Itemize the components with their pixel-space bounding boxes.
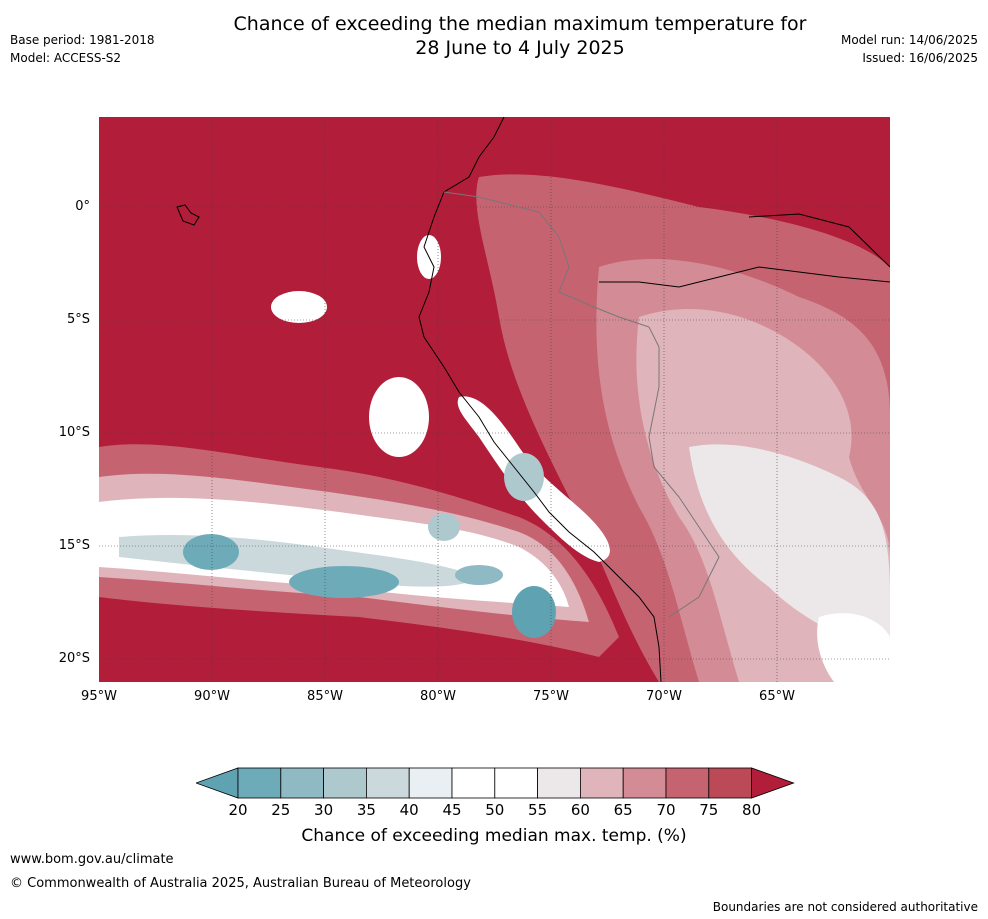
colorbar-tick-label: 20 [228, 801, 248, 819]
colorbar-arrow-high [751, 767, 795, 799]
colorbar-tick-label: 60 [570, 801, 590, 819]
colorbar-cells [196, 767, 795, 799]
meta-left: Base period: 1981-2018 Model: ACCESS-S2 [10, 31, 155, 67]
model-run-text: Model run: 14/06/2025 [840, 33, 978, 47]
colorbar-tick-label: 40 [399, 801, 419, 819]
lat-label-10s: 10°S [58, 425, 90, 440]
colorbar-label: Chance of exceeding median max. temp. (%… [301, 826, 687, 846]
lon-label-95w: 95°W [81, 689, 117, 704]
cool-spot-1 [183, 534, 239, 570]
colorbar-cell [665, 767, 710, 799]
footer-url: www.bom.gov.au/climate [10, 852, 174, 867]
gridlines [99, 117, 890, 682]
lat-label-20s: 20°S [58, 651, 90, 666]
colorbar-cell [408, 767, 453, 799]
colorbar-tick-label: 50 [485, 801, 505, 819]
colorbar [196, 767, 795, 799]
coastal-spot-3 [504, 453, 544, 501]
probability-map [99, 117, 890, 682]
river-amazon [599, 266, 890, 288]
colorbar-cell [451, 767, 496, 799]
colorbar-cell [579, 767, 624, 799]
base-period-text: Base period: 1981-2018 [10, 33, 155, 47]
lon-label-90w: 90°W [194, 689, 230, 704]
lat-label-0: 0° [75, 199, 90, 214]
cool-spot-5 [428, 513, 460, 541]
field-55-inland [689, 444, 890, 657]
coastal-spot-1 [369, 377, 429, 457]
model-text: Model: ACCESS-S2 [10, 51, 122, 65]
footer-note: Boundaries are not considered authoritat… [712, 900, 978, 914]
country-border-1 [443, 191, 720, 618]
lon-label-70w: 70°W [646, 689, 682, 704]
footer-copyright: © Commonwealth of Australia 2025, Austra… [10, 876, 471, 891]
colorbar-tick-label: 65 [613, 801, 633, 819]
title-line-1: Chance of exceeding the median maximum t… [233, 13, 807, 35]
colorbar-cell [622, 767, 667, 799]
cool-spot-4 [455, 565, 503, 585]
colorbar-tick-label: 75 [699, 801, 719, 819]
lon-label-80w: 80°W [420, 689, 456, 704]
colorbar-tick-label: 25 [271, 801, 291, 819]
colorbar-cell [365, 767, 410, 799]
colorbar-cell [494, 767, 538, 799]
meta-right: Model run: 14/06/2025 Issued: 16/06/2025 [841, 31, 978, 67]
title-line-2: 28 June to 4 July 2025 [415, 37, 625, 59]
colorbar-cell [708, 767, 752, 799]
colorbar-tick-label: 30 [314, 801, 334, 819]
lon-label-75w: 75°W [533, 689, 569, 704]
cool-spot-2 [289, 566, 399, 598]
galapagos-islands [176, 204, 200, 226]
lon-label-65w: 65°W [759, 689, 795, 704]
colorbar-tick-label: 45 [442, 801, 462, 819]
colorbar-cell [537, 767, 581, 799]
field-50-south [817, 613, 890, 682]
colorbar-cell [323, 767, 367, 799]
colorbar-tick-label: 55 [528, 801, 548, 819]
river-north [748, 213, 890, 268]
colorbar-arrow-low [196, 767, 239, 799]
colorbar-cell [280, 767, 325, 799]
colorbar-tick-label: 80 [742, 801, 762, 819]
issued-text: Issued: 16/06/2025 [862, 51, 978, 65]
colorbar-tick-label: 35 [356, 801, 376, 819]
lat-label-5s: 5°S [66, 312, 90, 327]
colorbar-tick-label: 70 [656, 801, 676, 819]
chart-title: Chance of exceeding the median maximum t… [160, 12, 880, 60]
offshore-spot [271, 291, 327, 323]
lon-label-85w: 85°W [307, 689, 343, 704]
lat-label-15s: 15°S [58, 538, 90, 553]
colorbar-cell [237, 767, 282, 799]
cool-spot-3 [512, 586, 556, 638]
